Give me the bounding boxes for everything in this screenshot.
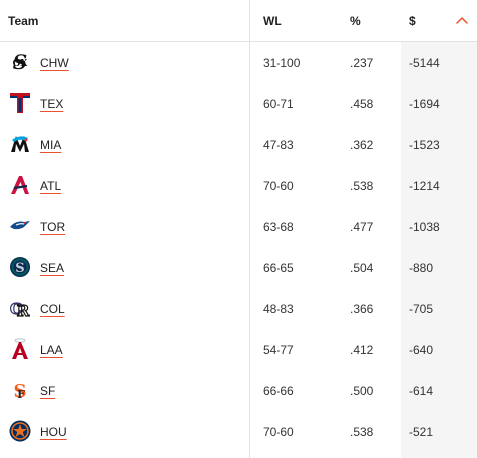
table-row: LAA 54-77 .412 -640	[0, 329, 477, 370]
chevron-up-icon[interactable]	[455, 14, 469, 28]
svg-text:F: F	[17, 388, 25, 401]
wl-value: 70-60	[263, 178, 294, 193]
table-header: Team WL % $	[0, 0, 477, 42]
rockies-logo-icon: C R	[8, 296, 32, 320]
svg-text:S: S	[15, 261, 24, 276]
wl-value: 31-100	[263, 55, 301, 70]
dollar-value: -614	[409, 383, 434, 398]
header-team[interactable]: Team	[8, 13, 39, 28]
svg-text:OX: OX	[13, 59, 28, 69]
team-link[interactable]: SEA	[40, 260, 65, 275]
marlins-logo-icon	[8, 132, 32, 156]
team-link[interactable]: TEX	[40, 96, 64, 111]
angels-logo-icon	[8, 337, 32, 361]
dollar-value: -521	[409, 424, 434, 439]
dollar-value: -705	[409, 301, 434, 316]
astros-logo-icon	[8, 419, 32, 443]
table-row: C R COL 48-83 .366 -705	[0, 288, 477, 329]
table-row: S F SF 66-66 .500 -614	[0, 370, 477, 411]
giants-logo-icon: S F	[8, 378, 32, 402]
pct-value: .500	[350, 383, 374, 398]
pct-value: .504	[350, 260, 374, 275]
pct-value: .412	[350, 342, 374, 357]
team-link[interactable]: ATL	[40, 178, 62, 193]
team-link[interactable]: MIA	[40, 137, 62, 152]
table-row: ATL 70-60 .538 -1214	[0, 165, 477, 206]
svg-text:C: C	[10, 300, 22, 318]
table-row: S OX CHW 31-100 .237 -5144	[0, 42, 477, 83]
wl-value: 66-66	[263, 383, 294, 398]
wl-value: 63-68	[263, 219, 294, 234]
white-sox-logo-icon: S OX	[8, 50, 32, 74]
wl-value: 48-83	[263, 301, 294, 316]
mariners-logo-icon: S	[8, 255, 32, 279]
svg-text:S: S	[13, 50, 27, 74]
wl-value: 47-83	[263, 137, 294, 152]
dollar-value: -1694	[409, 96, 440, 111]
team-link[interactable]: SF	[40, 383, 56, 398]
table-row: MIA 47-83 .362 -1523	[0, 124, 477, 165]
header-pct[interactable]: %	[350, 13, 361, 28]
column-divider	[249, 0, 250, 458]
pct-value: .366	[350, 301, 374, 316]
sorted-column-highlight	[401, 42, 477, 458]
wl-value: 60-71	[263, 96, 294, 111]
dollar-value: -640	[409, 342, 434, 357]
dollar-value: -1214	[409, 178, 440, 193]
wl-value: 70-60	[263, 424, 294, 439]
team-link[interactable]: CHW	[40, 55, 69, 70]
header-dollar[interactable]: $	[409, 13, 416, 28]
pct-value: .538	[350, 178, 374, 193]
table-row: TOR 63-68 .477 -1038	[0, 206, 477, 247]
dollar-value: -880	[409, 260, 434, 275]
pct-value: .458	[350, 96, 374, 111]
table-row: HOU 70-60 .538 -521	[0, 411, 477, 452]
braves-logo-icon	[8, 173, 32, 197]
pct-value: .362	[350, 137, 374, 152]
table-row: TEX 60-71 .458 -1694	[0, 83, 477, 124]
svg-text:R: R	[17, 302, 30, 320]
table-row: S SEA 66-65 .504 -880	[0, 247, 477, 288]
team-link[interactable]: LAA	[40, 342, 63, 357]
pct-value: .237	[350, 55, 374, 70]
team-link[interactable]: HOU	[40, 424, 67, 439]
header-wl[interactable]: WL	[263, 13, 282, 28]
dollar-value: -5144	[409, 55, 440, 70]
wl-value: 54-77	[263, 342, 294, 357]
pct-value: .477	[350, 219, 374, 234]
pct-value: .538	[350, 424, 374, 439]
team-link[interactable]: TOR	[40, 219, 66, 234]
dollar-value: -1523	[409, 137, 440, 152]
dollar-value: -1038	[409, 219, 440, 234]
blue-jays-logo-icon	[8, 214, 32, 238]
rangers-logo-icon	[8, 91, 32, 115]
svg-text:S: S	[14, 381, 27, 402]
team-link[interactable]: COL	[40, 301, 65, 316]
wl-value: 66-65	[263, 260, 294, 275]
